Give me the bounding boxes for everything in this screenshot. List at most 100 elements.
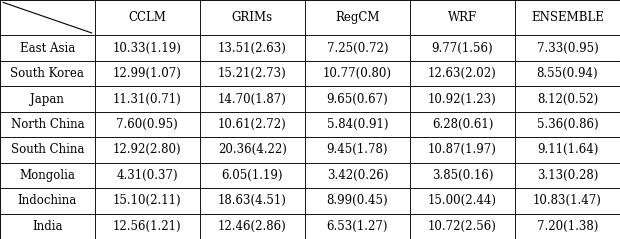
Bar [0, 61, 95, 86]
Bar [200, 214, 305, 239]
Bar [410, 163, 515, 188]
Text: 12.92(2.80): 12.92(2.80) [113, 143, 182, 156]
Bar [200, 137, 305, 163]
Bar [95, 214, 200, 239]
Bar [515, 188, 620, 214]
Bar [305, 112, 410, 137]
Bar [305, 86, 410, 112]
Bar [515, 214, 620, 239]
Text: 8.12(0.52): 8.12(0.52) [537, 92, 598, 105]
Text: 10.87(1.97): 10.87(1.97) [428, 143, 497, 156]
Text: 7.60(0.95): 7.60(0.95) [117, 118, 178, 131]
Bar [0, 188, 95, 214]
Text: 12.46(2.86): 12.46(2.86) [218, 220, 287, 233]
Text: 3.85(0.16): 3.85(0.16) [432, 169, 493, 182]
Bar [305, 137, 410, 163]
Text: GRIMs: GRIMs [232, 11, 273, 24]
Text: South Korea: South Korea [11, 67, 84, 80]
Text: 13.51(2.63): 13.51(2.63) [218, 42, 287, 54]
Bar [95, 163, 200, 188]
Bar [305, 163, 410, 188]
Bar [0, 35, 95, 61]
Text: 9.11(1.64): 9.11(1.64) [537, 143, 598, 156]
Bar [410, 61, 515, 86]
Text: 10.61(2.72): 10.61(2.72) [218, 118, 287, 131]
Text: North China: North China [11, 118, 84, 131]
Text: 4.31(0.37): 4.31(0.37) [117, 169, 178, 182]
Bar [200, 61, 305, 86]
Bar [305, 35, 410, 61]
Text: 7.20(1.38): 7.20(1.38) [537, 220, 598, 233]
Text: 10.33(1.19): 10.33(1.19) [113, 42, 182, 54]
Text: 11.31(0.71): 11.31(0.71) [113, 92, 182, 105]
Bar [95, 188, 200, 214]
Text: 6.28(0.61): 6.28(0.61) [432, 118, 493, 131]
Text: Japan: Japan [30, 92, 64, 105]
Text: 12.99(1.07): 12.99(1.07) [113, 67, 182, 80]
Text: 10.77(0.80): 10.77(0.80) [323, 67, 392, 80]
Text: 3.42(0.26): 3.42(0.26) [327, 169, 388, 182]
Text: East Asia: East Asia [20, 42, 75, 54]
Bar [200, 112, 305, 137]
Text: 10.92(1.23): 10.92(1.23) [428, 92, 497, 105]
Text: RegCM: RegCM [335, 11, 379, 24]
Bar [0, 163, 95, 188]
Bar [410, 188, 515, 214]
Bar [0, 214, 95, 239]
Bar [305, 61, 410, 86]
Text: CCLM: CCLM [128, 11, 166, 24]
Bar [410, 86, 515, 112]
Bar [95, 61, 200, 86]
Bar [305, 0, 410, 35]
Bar [95, 112, 200, 137]
Bar [95, 137, 200, 163]
Bar [515, 112, 620, 137]
Bar [200, 188, 305, 214]
Text: 12.56(1.21): 12.56(1.21) [113, 220, 182, 233]
Text: 10.83(1.47): 10.83(1.47) [533, 194, 602, 207]
Bar [515, 86, 620, 112]
Text: 8.55(0.94): 8.55(0.94) [537, 67, 598, 80]
Bar [410, 35, 515, 61]
Bar [0, 137, 95, 163]
Bar [0, 0, 95, 35]
Bar [200, 163, 305, 188]
Text: 9.45(1.78): 9.45(1.78) [327, 143, 388, 156]
Bar [95, 86, 200, 112]
Bar [95, 0, 200, 35]
Bar [515, 35, 620, 61]
Text: WRF: WRF [448, 11, 477, 24]
Text: 20.36(4.22): 20.36(4.22) [218, 143, 287, 156]
Bar [95, 35, 200, 61]
Text: 15.00(2.44): 15.00(2.44) [428, 194, 497, 207]
Bar [0, 86, 95, 112]
Bar [515, 137, 620, 163]
Bar [515, 61, 620, 86]
Text: 14.70(1.87): 14.70(1.87) [218, 92, 287, 105]
Text: 15.10(2.11): 15.10(2.11) [113, 194, 182, 207]
Bar [200, 35, 305, 61]
Bar [515, 163, 620, 188]
Text: 15.21(2.73): 15.21(2.73) [218, 67, 287, 80]
Bar [305, 214, 410, 239]
Text: 5.84(0.91): 5.84(0.91) [327, 118, 388, 131]
Text: 3.13(0.28): 3.13(0.28) [537, 169, 598, 182]
Bar [200, 86, 305, 112]
Text: 18.63(4.51): 18.63(4.51) [218, 194, 287, 207]
Text: ENSEMBLE: ENSEMBLE [531, 11, 604, 24]
Text: India: India [32, 220, 63, 233]
Text: 10.72(2.56): 10.72(2.56) [428, 220, 497, 233]
Text: 6.05(1.19): 6.05(1.19) [222, 169, 283, 182]
Text: 7.33(0.95): 7.33(0.95) [537, 42, 598, 54]
Text: 9.77(1.56): 9.77(1.56) [432, 42, 494, 54]
Text: Mongolia: Mongolia [19, 169, 76, 182]
Bar [200, 0, 305, 35]
Text: 6.53(1.27): 6.53(1.27) [327, 220, 388, 233]
Bar [410, 137, 515, 163]
Bar [410, 112, 515, 137]
Text: 5.36(0.86): 5.36(0.86) [537, 118, 598, 131]
Text: Indochina: Indochina [18, 194, 77, 207]
Text: 12.63(2.02): 12.63(2.02) [428, 67, 497, 80]
Bar [410, 214, 515, 239]
Bar [515, 0, 620, 35]
